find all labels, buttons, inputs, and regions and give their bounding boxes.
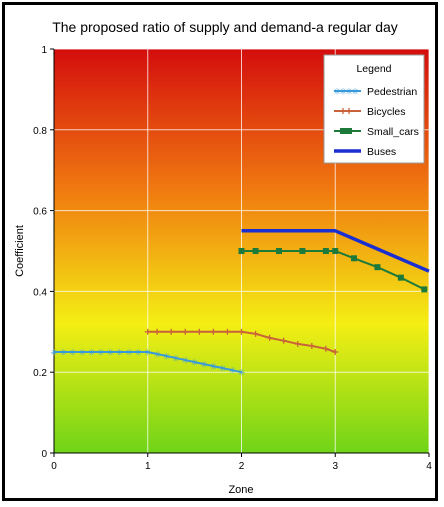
data-point: ✳ bbox=[135, 348, 143, 358]
legend-label: Pedestrian bbox=[367, 86, 417, 98]
series-line bbox=[241, 229, 430, 273]
data-point bbox=[196, 328, 203, 335]
data-point: ✳ bbox=[125, 348, 133, 358]
data-point: ✳ bbox=[97, 348, 105, 358]
data-point bbox=[238, 328, 245, 335]
data-point: ✳ bbox=[228, 366, 236, 376]
data-point bbox=[322, 248, 329, 254]
legend-swatch-marker: ✳ bbox=[339, 87, 347, 97]
data-point: ✳ bbox=[116, 348, 124, 358]
y-tick-label: 0.8 bbox=[33, 126, 47, 137]
y-axis-label: Coefficient bbox=[14, 225, 26, 277]
data-point: ✳ bbox=[50, 348, 58, 358]
x-tick-label: 4 bbox=[426, 461, 432, 472]
data-point bbox=[266, 334, 273, 341]
data-point: ✳ bbox=[78, 348, 86, 358]
series-small_cars bbox=[238, 248, 428, 293]
data-point: ✳ bbox=[106, 348, 114, 358]
data-point: ✳ bbox=[163, 352, 171, 362]
data-point bbox=[332, 248, 339, 254]
data-point bbox=[182, 328, 189, 335]
legend-swatch-marker bbox=[340, 128, 346, 134]
legend: Legend ✳✳✳✳ PedestrianBicyclesSmall_carsB… bbox=[323, 54, 425, 164]
legend-label: Small_cars bbox=[367, 126, 419, 138]
data-point: ✳ bbox=[191, 358, 199, 368]
data-point: ✳ bbox=[144, 348, 152, 358]
y-tick-label: 1 bbox=[41, 45, 47, 56]
data-point: ✳ bbox=[60, 348, 68, 358]
legend-entry: Bicycles bbox=[334, 106, 406, 118]
data-point bbox=[397, 274, 404, 281]
x-axis-label: Zone bbox=[228, 484, 253, 496]
y-tick-label: 0.2 bbox=[33, 368, 47, 379]
legend-label: Buses bbox=[367, 146, 396, 158]
series-bicycles bbox=[144, 328, 339, 355]
legend-entry: Small_cars bbox=[334, 126, 419, 138]
data-point bbox=[238, 248, 245, 254]
data-point bbox=[332, 349, 339, 355]
series-line bbox=[241, 250, 425, 291]
series-buses bbox=[241, 229, 430, 273]
legend-entry: Buses bbox=[334, 146, 396, 158]
data-point bbox=[374, 264, 381, 271]
axes: 0 1 2 3 4 0 0.2 0.4 0.6 0.8 1 bbox=[33, 45, 432, 472]
legend-swatch-marker: ✳ bbox=[351, 87, 359, 97]
data-point bbox=[210, 328, 217, 335]
data-point: ✳ bbox=[153, 350, 161, 360]
legend-swatch-marker: ✳ bbox=[345, 87, 353, 97]
data-point bbox=[308, 342, 315, 349]
chart: The proposed ratio of supply and demand-… bbox=[14, 19, 432, 496]
chart-title: The proposed ratio of supply and demand-… bbox=[52, 19, 398, 35]
legend-swatch-marker bbox=[346, 128, 352, 134]
series-pedestrian: ✳ ✳ ✳ ✳ ✳ ✳ ✳ ✳ ✳ ✳ ✳ ✳ ✳ ✳ ✳ ✳ ✳ ✳ ✳ ✳ ✳ bbox=[50, 348, 246, 378]
data-point: ✳ bbox=[219, 364, 227, 374]
data-point bbox=[322, 345, 329, 352]
legend-label: Bicycles bbox=[367, 106, 406, 118]
x-tick-label: 0 bbox=[51, 461, 57, 472]
series-layer: ✳ ✳ ✳ ✳ ✳ ✳ ✳ ✳ ✳ ✳ ✳ ✳ ✳ ✳ ✳ ✳ ✳ ✳ ✳ ✳ ✳ bbox=[50, 229, 430, 378]
data-point bbox=[252, 330, 259, 337]
data-point bbox=[280, 337, 287, 344]
series-line bbox=[54, 351, 242, 374]
data-point: ✳ bbox=[88, 348, 96, 358]
data-point: ✳ bbox=[69, 348, 77, 358]
data-point bbox=[224, 328, 231, 335]
data-point: ✳ bbox=[181, 356, 189, 366]
data-point: ✳ bbox=[210, 362, 218, 372]
legend-swatch-marker bbox=[340, 108, 346, 114]
x-tick-label: 3 bbox=[332, 461, 338, 472]
data-point: ✳ bbox=[238, 368, 246, 378]
data-point bbox=[168, 328, 175, 335]
legend-entry: ✳✳✳✳ Pedestrian bbox=[333, 86, 417, 98]
data-point bbox=[294, 340, 301, 347]
chart-frame: The proposed ratio of supply and demand-… bbox=[2, 2, 438, 501]
legend-box bbox=[323, 54, 425, 164]
legend-swatch-marker bbox=[346, 108, 352, 114]
legend-swatch-marker: ✳ bbox=[333, 87, 341, 97]
x-tick-label: 1 bbox=[145, 461, 151, 472]
x-tick-label: 2 bbox=[239, 461, 245, 472]
legend-title: Legend bbox=[356, 63, 391, 75]
data-point: ✳ bbox=[172, 354, 180, 364]
y-tick-label: 0 bbox=[41, 449, 47, 460]
data-point bbox=[421, 286, 428, 293]
y-tick-label: 0.6 bbox=[33, 207, 47, 218]
data-point: ✳ bbox=[200, 360, 208, 370]
y-tick-label: 0.4 bbox=[33, 287, 47, 298]
data-point bbox=[252, 248, 259, 254]
data-point bbox=[144, 328, 151, 335]
data-point bbox=[351, 255, 357, 262]
data-point bbox=[299, 248, 306, 254]
data-point bbox=[154, 328, 161, 335]
data-point bbox=[276, 248, 282, 254]
